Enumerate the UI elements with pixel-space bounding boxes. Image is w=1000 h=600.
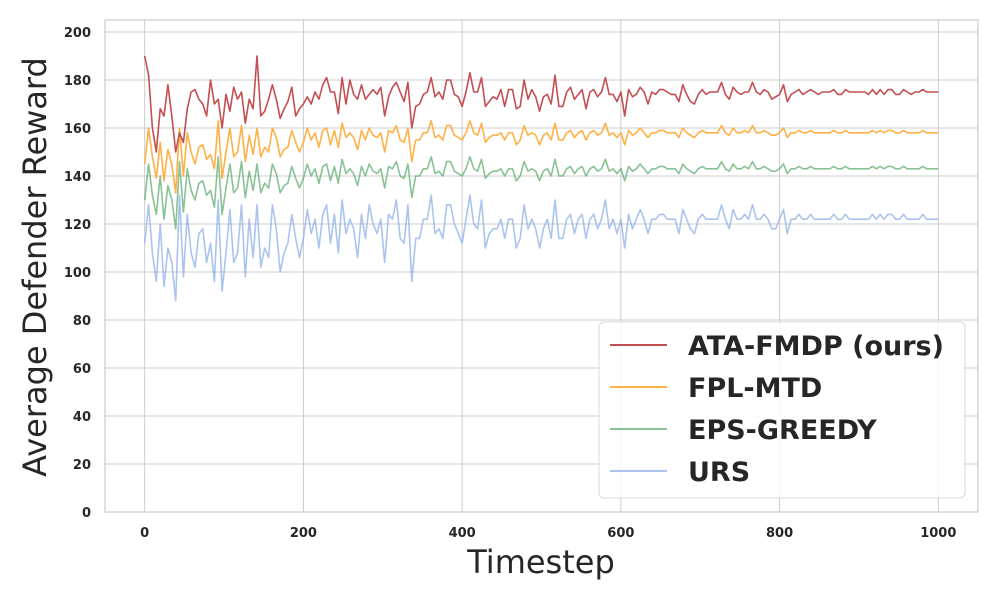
x-tick-label: 200 bbox=[290, 526, 317, 541]
legend-box bbox=[598, 321, 966, 499]
y-tick-label: 0 bbox=[82, 506, 91, 521]
y-tick-labels: 0 20 40 60 80 100 120 140 160 180 200 bbox=[64, 26, 91, 521]
plot-frame bbox=[104, 19, 979, 513]
y-tick-label: 80 bbox=[73, 314, 91, 329]
y-tick-label: 140 bbox=[64, 170, 91, 185]
x-tick-label: 0 bbox=[140, 526, 149, 541]
x-tick-label: 600 bbox=[607, 526, 634, 541]
y-axis-label: Average Defender Reward bbox=[16, 57, 54, 477]
y-tick-label: 40 bbox=[73, 410, 91, 425]
legend-label: EPS-GREEDY bbox=[688, 415, 877, 446]
series-line bbox=[143, 120, 939, 194]
y-tick-label: 100 bbox=[64, 266, 91, 281]
legend-label: URS bbox=[688, 457, 750, 488]
series-line bbox=[143, 156, 939, 230]
y-tick-label: 60 bbox=[73, 362, 91, 377]
y-tick-label: 180 bbox=[64, 74, 91, 89]
x-tick-label: 400 bbox=[449, 526, 476, 541]
legend: ATA-FMDP (ours) FPL-MTD EPS-GREEDY URS bbox=[598, 321, 966, 499]
x-tick-label: 800 bbox=[766, 526, 793, 541]
legend-label: ATA-FMDP (ours) bbox=[688, 331, 944, 362]
x-tick-label: 1000 bbox=[920, 526, 956, 541]
x-tick-labels: 0 200 400 600 800 1000 bbox=[140, 526, 956, 541]
series-group bbox=[143, 55, 939, 302]
y-tick-label: 200 bbox=[64, 26, 91, 41]
y-tick-label: 160 bbox=[64, 122, 91, 137]
series-line bbox=[143, 55, 939, 153]
y-tick-label: 20 bbox=[73, 458, 91, 473]
x-axis-label: Timestep bbox=[466, 543, 615, 581]
series-line bbox=[143, 194, 939, 302]
legend-label: FPL-MTD bbox=[688, 373, 822, 404]
y-tick-label: 120 bbox=[64, 218, 91, 233]
